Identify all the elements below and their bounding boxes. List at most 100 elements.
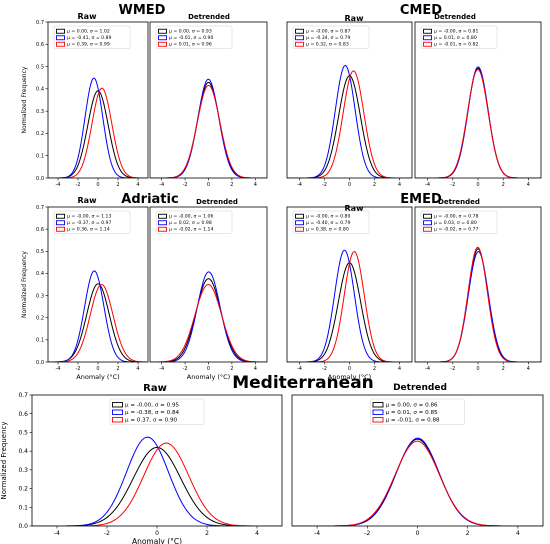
panel-wmed-raw: Raw -4 -2 0 2 4 0.0 0.1 0.2 0.3 0.4 0.5 0.6 0.7 Normal… [21,12,149,188]
x-tick-label: -2 [322,366,327,372]
legend-swatch [372,402,384,408]
y-tick-label: 0.4 [36,87,44,93]
series-line--0-01-0-96 [150,84,267,178]
legend-swatch [372,417,384,423]
legend-swatch [56,213,65,219]
x-tick-label: -4 [297,366,302,372]
y-tick-label: 0.0 [36,360,44,366]
y-tick-label: 0.3 [18,467,28,474]
legend-swatch [158,28,167,34]
series-line--0-37-0-97 [48,270,148,362]
series-line--0-01-0-85 [292,437,543,526]
legend-swatch [423,41,432,47]
series-line--0-36-1-14 [48,284,148,362]
x-tick-label: 2 [116,182,119,188]
y-tick-label: 0.2 [36,315,44,321]
y-tick-label: 0.3 [36,109,44,115]
y-tick-label: 0.4 [18,448,28,455]
y-tick-label: 0.7 [18,392,28,399]
x-tick-label: -4 [297,182,302,188]
series-line--0-00-0-81 [415,67,541,178]
series-line--0-01-0-80 [415,66,541,178]
y-axis-label: Normalized Frequency [21,251,28,318]
series-line--0-00-1-02 [48,90,148,178]
x-tick-label: 4 [398,366,401,372]
legend-entry: μ = -0.34, σ = 0.79 [306,35,350,41]
series-line--0-38-0-80 [287,251,412,362]
legend: μ = -0.00, σ = 0.87μ = -0.34, σ = 0.79μ … [292,25,370,49]
x-tick-label: -2 [183,366,188,372]
legend-swatch [295,226,304,232]
series-line--0-00-1-13 [48,283,148,362]
x-tick-label: 2 [230,182,233,188]
x-tick-label: -4 [54,530,60,537]
legend-swatch [423,226,432,232]
legend-box [155,25,233,49]
legend-entry: μ = 0.37, σ = 0.90 [125,417,177,423]
region-title-cmed: CMED [400,3,442,18]
y-tick-label: 0.5 [36,249,44,255]
legend-entry: μ = 0.00, σ = 0.86 [386,402,438,408]
x-tick-label: 2 [502,182,505,188]
region-title-emed: EMED [400,192,442,207]
x-tick-label: -2 [104,530,110,537]
x-tick-label: 4 [527,182,530,188]
panel-cmed-detrended: Detrended -4 -2 0 2 4 μ = -0.00, σ = 0.81μ = 0… [414,13,542,188]
legend: μ = -0.00, σ = 1.13μ = -0.37, σ = 0.97μ … [53,210,131,234]
legend-swatch [56,220,65,226]
legend-swatch [423,28,432,34]
y-tick-label: 0.0 [36,176,44,182]
x-tick-label: 2 [205,530,209,537]
x-axis-label: Anomaly (°C) [76,373,119,381]
panel-title: Detrended [393,383,447,393]
x-tick-label: 4 [255,530,259,537]
legend-entry: μ = -0.38, σ = 0.84 [125,410,180,416]
y-tick-label: 0.5 [18,430,28,437]
x-tick-label: -4 [56,182,61,188]
x-tick-label: 4 [136,366,139,372]
x-tick-label: 4 [136,182,139,188]
series-line--0-01-0-90 [150,78,267,178]
legend-swatch [112,417,123,423]
x-tick-label: 2 [230,366,233,372]
legend-swatch [372,409,384,415]
legend-box [53,210,131,234]
x-tick-label: 0 [416,530,420,537]
legend: μ = -0.00, σ = 0.81μ = 0.01, σ = 0.80μ =… [420,25,498,49]
series-line--0-02-0-77 [415,246,541,362]
panel-title: Raw [345,14,365,23]
x-tick-label: -2 [76,366,81,372]
series-line--0-01-0-82 [415,69,541,178]
panel-title: Detrended [438,198,480,206]
legend-box [292,210,370,234]
series-line--0-34-0-79 [287,65,412,178]
legend-entry: μ = -0.00, σ = 0.78 [434,214,478,220]
region-title-mediterranean: Mediterranean [232,373,374,393]
region-title-adriatic: Adriatic [121,192,178,207]
x-tick-label: 4 [254,366,257,372]
x-tick-label: 0 [476,182,479,188]
panel-mediterranean-raw: Raw -4 -2 0 2 4 0.0 0.1 0.2 0.3 0.4 0.5 0.6 0.7 Anomal… [0,383,283,544]
legend-entry: μ = 0.01, σ = 0.85 [386,410,438,416]
legend-box [420,25,498,49]
legend-box [370,398,465,425]
y-tick-label: 0.6 [36,227,44,233]
series-line--0-02-1-14 [150,284,267,362]
x-tick-label: 4 [254,182,257,188]
x-tick-label: 4 [398,182,401,188]
legend-entry: μ = -0.00, σ = 0.81 [434,29,478,35]
legend-swatch [158,213,167,219]
panel-title: Raw [78,196,98,205]
legend-entry: μ = -0.00, σ = 1.06 [169,214,213,220]
legend-entry: μ = 0.03, σ = 0.80 [434,220,477,226]
x-tick-label: 2 [502,366,505,372]
x-tick-label: 4 [527,366,530,372]
x-tick-label: 2 [373,366,376,372]
y-tick-label: 0.1 [18,504,28,511]
series-line--0-39-0-99 [48,87,148,178]
legend-swatch [423,213,432,219]
legend-swatch [56,226,65,232]
series-line--0-00-1-06 [150,278,267,362]
legend-swatch [295,41,304,47]
